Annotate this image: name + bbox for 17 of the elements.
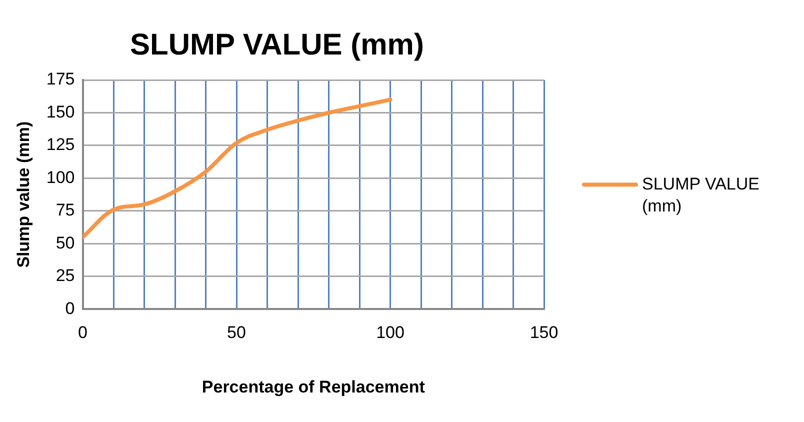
y-tick-label: 175 bbox=[46, 70, 75, 89]
y-tick-label: 25 bbox=[56, 266, 75, 286]
x-axis-title: Percentage of Replacement bbox=[202, 377, 426, 396]
y-tick-label: 125 bbox=[46, 135, 75, 154]
y-tick-label: 100 bbox=[46, 168, 75, 187]
legend-label: SLUMP VALUE (mm) bbox=[642, 174, 760, 216]
line-series bbox=[82, 98, 392, 240]
chart-title: SLUMP VALUE (mm) bbox=[130, 28, 424, 62]
x-tick-label: 0 bbox=[78, 323, 88, 342]
y-tick-label: 150 bbox=[46, 102, 75, 122]
y-axis-title: Slump value (mm) bbox=[14, 121, 33, 268]
x-tick-label: 100 bbox=[376, 323, 404, 342]
y-tick-label: 50 bbox=[56, 233, 75, 252]
x-tick-label: 50 bbox=[227, 323, 246, 342]
x-tick-label: 150 bbox=[530, 323, 558, 342]
y-tick-label: 75 bbox=[56, 200, 75, 220]
y-tick-label: 0 bbox=[65, 298, 75, 318]
